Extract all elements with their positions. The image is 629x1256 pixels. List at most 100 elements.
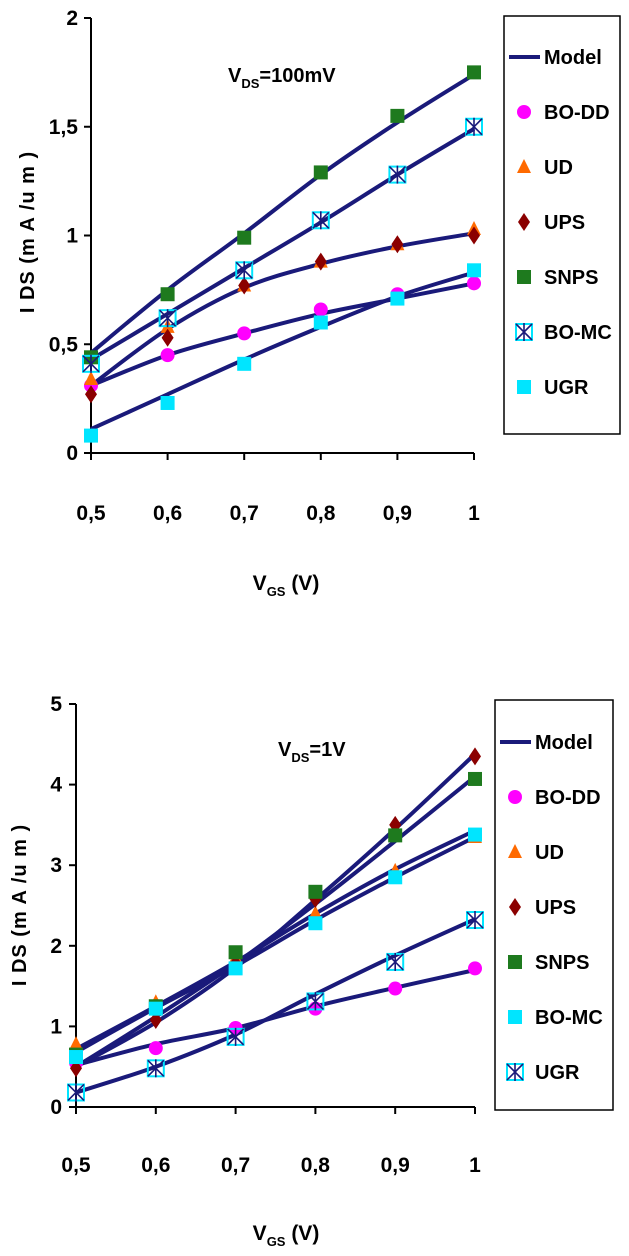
marker-ugr <box>466 911 484 930</box>
x-tick-label: 0,8 <box>301 1154 331 1177</box>
marker-bo-dd <box>467 276 481 291</box>
y-axis-label: I DS (m A /u m ) <box>17 151 39 313</box>
marker-snps <box>388 828 403 843</box>
model-curve <box>75 968 476 1068</box>
marker-ugr <box>467 263 481 278</box>
marker-snps <box>390 108 405 123</box>
marker-ud <box>84 371 98 386</box>
y-tick-label: 1 <box>50 1015 62 1038</box>
marker-bo-mc <box>388 870 403 885</box>
legend-label: Model <box>544 47 602 69</box>
y-tick-label: 2 <box>66 7 78 30</box>
marker-bo-mc <box>235 261 254 280</box>
marker-ugr <box>226 1027 245 1046</box>
legend-label: UGR <box>535 1062 580 1084</box>
marker-bo-mc <box>69 1050 83 1065</box>
model-curve <box>90 281 475 388</box>
x-axis-label: VGS (V) <box>253 572 320 599</box>
y-tick-label: 1,5 <box>49 116 79 139</box>
legend-label: Model <box>535 732 593 754</box>
marker-ups <box>238 276 251 295</box>
y-tick-label: 1 <box>66 225 78 248</box>
legend-marker-ud <box>508 844 522 858</box>
x-tick-label: 0,5 <box>61 1154 91 1177</box>
x-axis-label: VGS (V) <box>253 1222 320 1249</box>
marker-ugr <box>160 395 175 410</box>
marker-ud <box>308 905 323 920</box>
x-tick-label: 0,7 <box>221 1154 250 1177</box>
x-tick-label: 0,7 <box>230 502 259 525</box>
legend-label: UPS <box>544 212 585 234</box>
marker-bo-mc <box>388 165 407 184</box>
legend-label: BO-DD <box>535 787 601 809</box>
x-tick-label: 1 <box>469 1154 481 1177</box>
x-tick-label: 0,5 <box>76 502 106 525</box>
legend-label: BO-DD <box>544 102 610 124</box>
chart-panel-1: 0 0,5 1 1,5 2 0,5 0,6 0,7 0,8 0,9 1 VDS=100mV I DS (… <box>17 7 621 599</box>
legend-marker-ud <box>517 159 531 173</box>
legend-marker-bo-mc <box>515 323 533 341</box>
model-curve <box>74 774 477 1069</box>
legend: Model BO-DD UD UPS SNPS BO-MC UGR <box>503 15 621 435</box>
marker-snps <box>160 287 175 302</box>
marker-ups <box>391 235 404 254</box>
legend-marker-ugr <box>517 380 531 394</box>
legend-marker-bo-dd <box>517 105 531 119</box>
marker-ups <box>469 747 481 766</box>
y-tick-label: 4 <box>50 774 62 797</box>
vds-annotation: VDS=100mV <box>228 65 336 91</box>
marker-ugr <box>146 1059 165 1078</box>
legend-label: BO-MC <box>544 322 612 344</box>
marker-bo-dd <box>313 302 328 317</box>
legend-marker-bo-mc <box>508 1010 522 1024</box>
marker-bo-mc <box>228 961 243 976</box>
model-curve <box>75 835 476 1054</box>
marker-ugr <box>390 291 405 306</box>
marker-bo-dd <box>160 348 175 363</box>
marker-ugr <box>306 992 325 1011</box>
x-tick-label: 0,9 <box>381 1154 410 1177</box>
marker-snps <box>308 884 323 899</box>
x-tick-label: 1 <box>468 502 480 525</box>
marker-bo-dd <box>237 326 252 341</box>
marker-snps <box>468 771 482 786</box>
marker-bo-mc <box>82 354 100 373</box>
marker-ugr <box>67 1083 85 1102</box>
y-tick-label: 0 <box>66 442 78 465</box>
marker-snps <box>313 165 328 180</box>
x-tick-label: 0,8 <box>306 502 336 525</box>
marker-bo-dd <box>388 981 403 996</box>
legend: Model BO-DD UD UPS SNPS BO-MC UGR <box>494 699 614 1111</box>
legend-marker-snps <box>517 270 531 284</box>
x-tick-label: 0,9 <box>383 502 412 525</box>
marker-ud <box>69 1036 83 1051</box>
marker-ups <box>85 385 97 404</box>
marker-ups <box>468 226 480 245</box>
marker-bo-dd <box>468 961 482 976</box>
y-tick-label: 0,5 <box>49 333 79 356</box>
marker-ugr <box>386 952 405 971</box>
marker-snps <box>228 945 243 960</box>
vds-annotation: VDS=1V <box>278 739 346 765</box>
legend-label: SNPS <box>544 267 598 289</box>
marker-bo-mc <box>465 117 483 136</box>
marker-snps <box>237 230 252 245</box>
legend-label: UD <box>535 842 564 864</box>
marker-bo-mc <box>311 211 330 230</box>
legend-marker-snps <box>508 955 522 969</box>
legend-marker-bo-dd <box>508 790 522 804</box>
legend-marker-ups <box>518 213 530 231</box>
y-tick-label: 0 <box>50 1096 62 1119</box>
y-axis-label: I DS (m A /u m ) <box>9 824 31 986</box>
marker-ugr <box>84 428 98 443</box>
legend-label: SNPS <box>535 952 589 974</box>
y-tick-label: 3 <box>50 854 62 877</box>
legend-label: UPS <box>535 897 576 919</box>
model-curve <box>89 72 476 355</box>
legend-label: UD <box>544 157 573 179</box>
x-tick-label: 0,6 <box>141 1154 170 1177</box>
marker-ups <box>161 328 174 347</box>
marker-snps <box>467 65 481 80</box>
chart-panel-2: 0 1 2 3 4 5 0,5 0,6 0,7 0,8 0,9 1 VDS=1V I DS (m A /u… <box>9 693 614 1249</box>
